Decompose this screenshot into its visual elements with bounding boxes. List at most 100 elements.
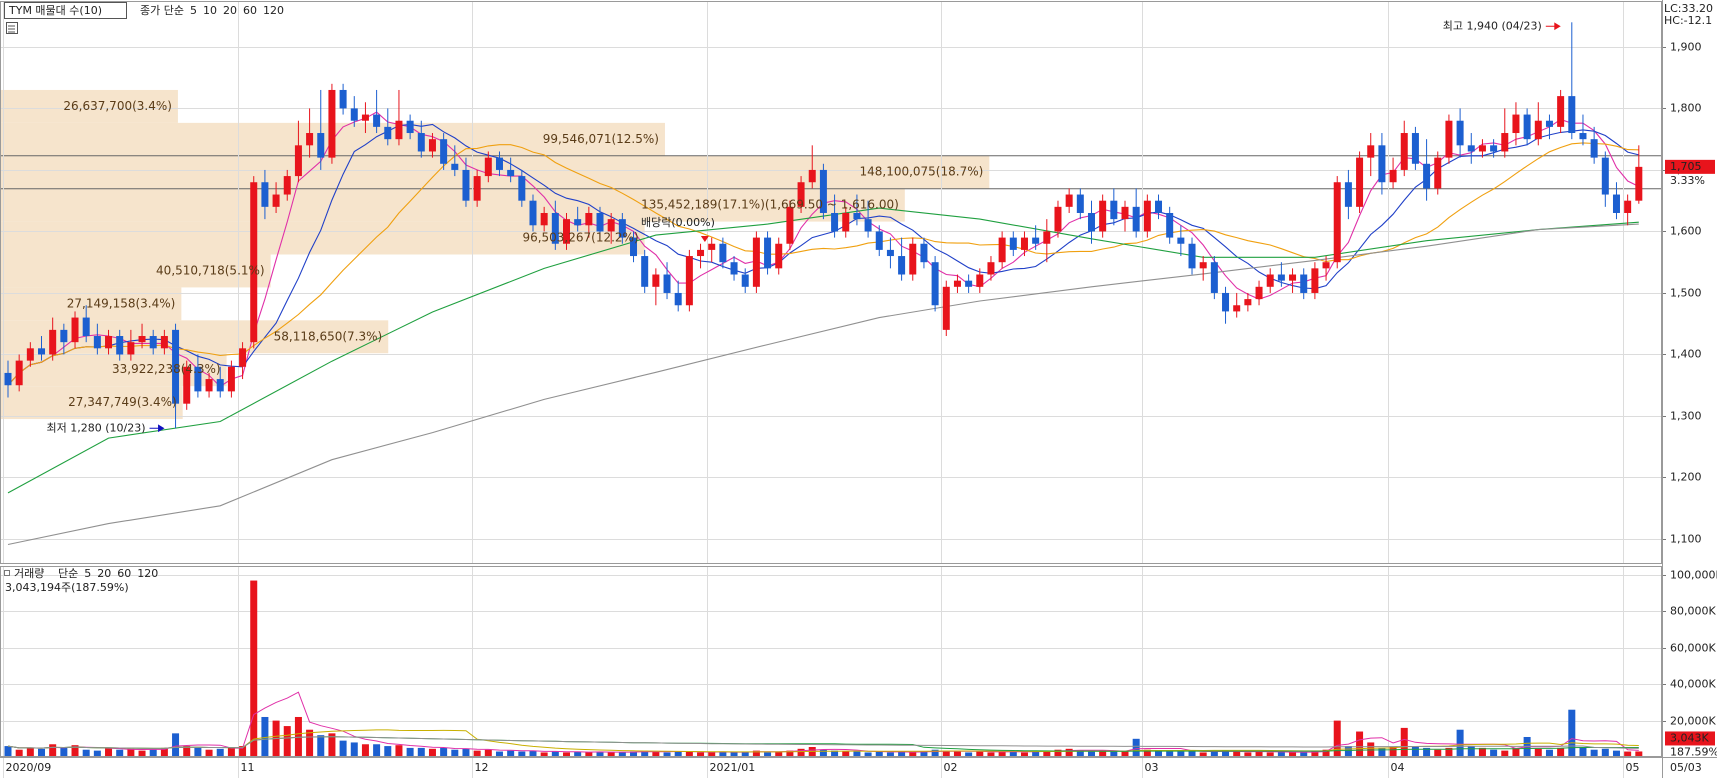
candle-body: [384, 126, 392, 140]
candle-body: [1311, 268, 1319, 293]
candle-body: [127, 342, 135, 355]
volume-bar: [618, 752, 626, 757]
candle-body: [283, 176, 291, 195]
candle-body: [1065, 194, 1073, 207]
volume-ma-line: [7, 736, 1639, 749]
y-tick-label: 1,300: [1670, 410, 1702, 423]
volume-bar: [1255, 751, 1263, 757]
volume-bar: [1054, 749, 1062, 757]
candle-body: [1478, 145, 1486, 152]
volume-ratio-label: 187.59%: [1670, 745, 1717, 758]
volume-bar: [406, 747, 414, 757]
candle-body: [194, 366, 202, 392]
candle-body: [1568, 96, 1576, 134]
volume-band-label: 33,922,238(4.3%): [112, 362, 221, 376]
x-tick-label: 05: [1626, 761, 1640, 774]
volume-bar: [853, 751, 861, 757]
low-arrow: [149, 424, 165, 433]
candle-body: [1579, 133, 1587, 140]
volume-bar: [898, 751, 906, 757]
volume-bar: [574, 751, 582, 757]
y-tick-label: 1,500: [1670, 287, 1702, 300]
candle-body: [1356, 157, 1364, 207]
candle-body: [786, 206, 794, 244]
volume-tick-label: 40,000K: [1670, 678, 1716, 691]
candle-body: [462, 169, 470, 201]
candle-body: [1289, 274, 1297, 281]
candle-body: [205, 379, 213, 392]
y-tick-label: 1,800: [1670, 102, 1702, 115]
candle-body: [1467, 145, 1475, 152]
candle-body: [1512, 114, 1520, 134]
volume-bar: [1233, 751, 1241, 757]
volume-bar: [484, 749, 492, 757]
candle-body: [1557, 96, 1565, 127]
volume-bar: [227, 747, 235, 757]
volume-bar: [239, 746, 247, 757]
volume-bar: [741, 751, 749, 757]
volume-tick-label: 80,000K: [1670, 605, 1716, 618]
volume-summary: 3,043,194주(187.59%): [5, 581, 129, 594]
volume-band-label: 40,510,718(5.1%): [156, 263, 265, 277]
volume-bar: [730, 752, 738, 757]
candle-body: [1501, 133, 1509, 152]
candle-body: [93, 336, 101, 349]
volume-band-label: 27,149,158(3.4%): [67, 296, 176, 310]
candle-body: [484, 157, 492, 177]
candle-body: [339, 89, 347, 109]
volume-bar: [82, 749, 90, 757]
volume-bar: [685, 751, 693, 757]
candle-body: [1344, 182, 1352, 207]
volume-bar: [942, 750, 950, 757]
volume-bar: [261, 716, 269, 757]
candle-body: [775, 243, 783, 269]
candle-body: [507, 169, 515, 177]
volume-bar: [797, 748, 805, 757]
last-date: 05/03: [1670, 761, 1702, 774]
candle-body: [406, 120, 414, 134]
volume-tick-label: 100,000K: [1670, 569, 1717, 582]
candle-body: [328, 89, 336, 158]
y-tick-label: 1,200: [1670, 471, 1702, 484]
candle-body: [1523, 114, 1531, 140]
volume-bar: [250, 580, 258, 757]
x-tick-label: 04: [1391, 761, 1405, 774]
volume-bar: [339, 740, 347, 757]
volume-bar: [540, 752, 548, 757]
candle-body: [317, 133, 325, 158]
volume-bar: [395, 745, 403, 757]
volume-band-label: 96,503,267(12.2%): [522, 231, 638, 245]
candle-body: [1423, 163, 1431, 189]
candle-body: [819, 169, 827, 213]
legend-prefix: 종가 단순: [140, 4, 184, 17]
candle-body: [183, 366, 191, 404]
x-tick-label: 2021/01: [710, 761, 756, 774]
volume-bar: [864, 752, 872, 757]
candle-body: [942, 286, 950, 330]
candle-body: [272, 194, 280, 207]
candle-body: [596, 212, 604, 232]
volume-bar: [1143, 749, 1151, 757]
candle-body: [1378, 145, 1386, 183]
candle-body: [1434, 157, 1442, 189]
candle-body: [1043, 231, 1051, 244]
candle-body: [250, 182, 258, 343]
candle-body: [741, 274, 749, 287]
title-box: [4, 2, 127, 19]
candle-body: [1367, 145, 1375, 158]
settings-icon[interactable]: [6, 22, 18, 34]
candle-body: [574, 219, 582, 226]
volume-bar: [473, 750, 481, 757]
volume-bar: [708, 752, 716, 757]
volume-bar: [831, 750, 839, 757]
volume-bar: [1032, 751, 1040, 757]
volume-tick-label: 20,000K: [1670, 715, 1716, 728]
volume-bar: [842, 751, 850, 757]
volume-bar: [1356, 731, 1364, 757]
candle-body: [685, 256, 693, 306]
legend-entry: 120: [263, 4, 284, 17]
x-tick-label: 03: [1145, 761, 1159, 774]
candle-body: [428, 139, 436, 152]
change-label: 3.33%: [1670, 174, 1705, 187]
